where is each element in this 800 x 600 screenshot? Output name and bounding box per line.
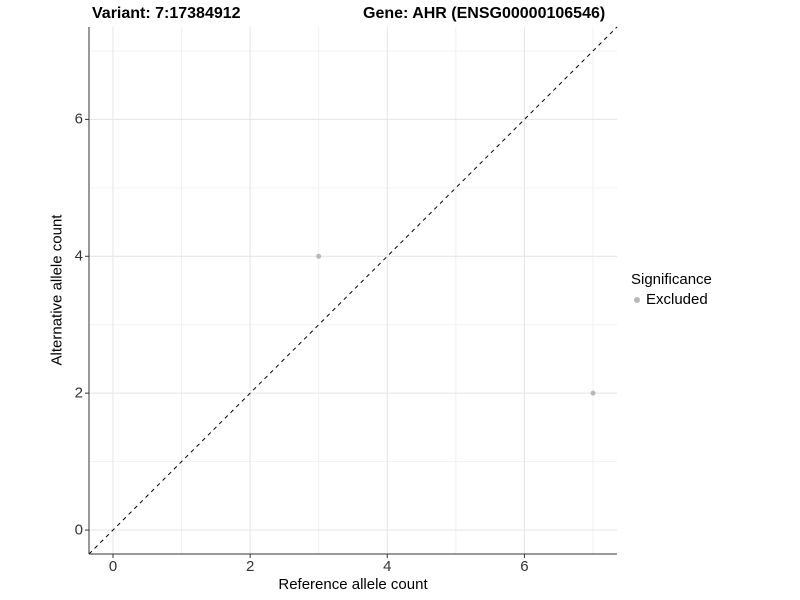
legend-title: Significance [631, 271, 712, 288]
legend-point-icon [634, 296, 640, 303]
data-point [590, 390, 596, 396]
legend-entry-label: Excluded [646, 291, 708, 308]
legend-entry-excluded: Excluded [631, 291, 712, 308]
y-tick-label: 6 [74, 110, 83, 128]
x-tick-label: 2 [245, 558, 255, 575]
y-tick-label: 2 [74, 384, 83, 402]
y-axis-title: Alternative allele count [48, 214, 66, 366]
x-tick-label: 4 [383, 558, 392, 575]
gene-title: Gene: AHR (ENSG00000106546) [363, 5, 606, 22]
x-tick-label: 6 [520, 558, 529, 575]
y-tick-label: 4 [74, 247, 83, 265]
legend: Significance Excluded [631, 271, 712, 308]
y-tick-label: 0 [74, 521, 83, 539]
identity-reference-line [88, 26, 618, 555]
variant-title: Variant: 7:17384912 [92, 5, 241, 22]
x-tick-label: 0 [108, 558, 118, 575]
data-point [316, 253, 322, 259]
x-axis-title: Reference allele count [278, 576, 428, 593]
